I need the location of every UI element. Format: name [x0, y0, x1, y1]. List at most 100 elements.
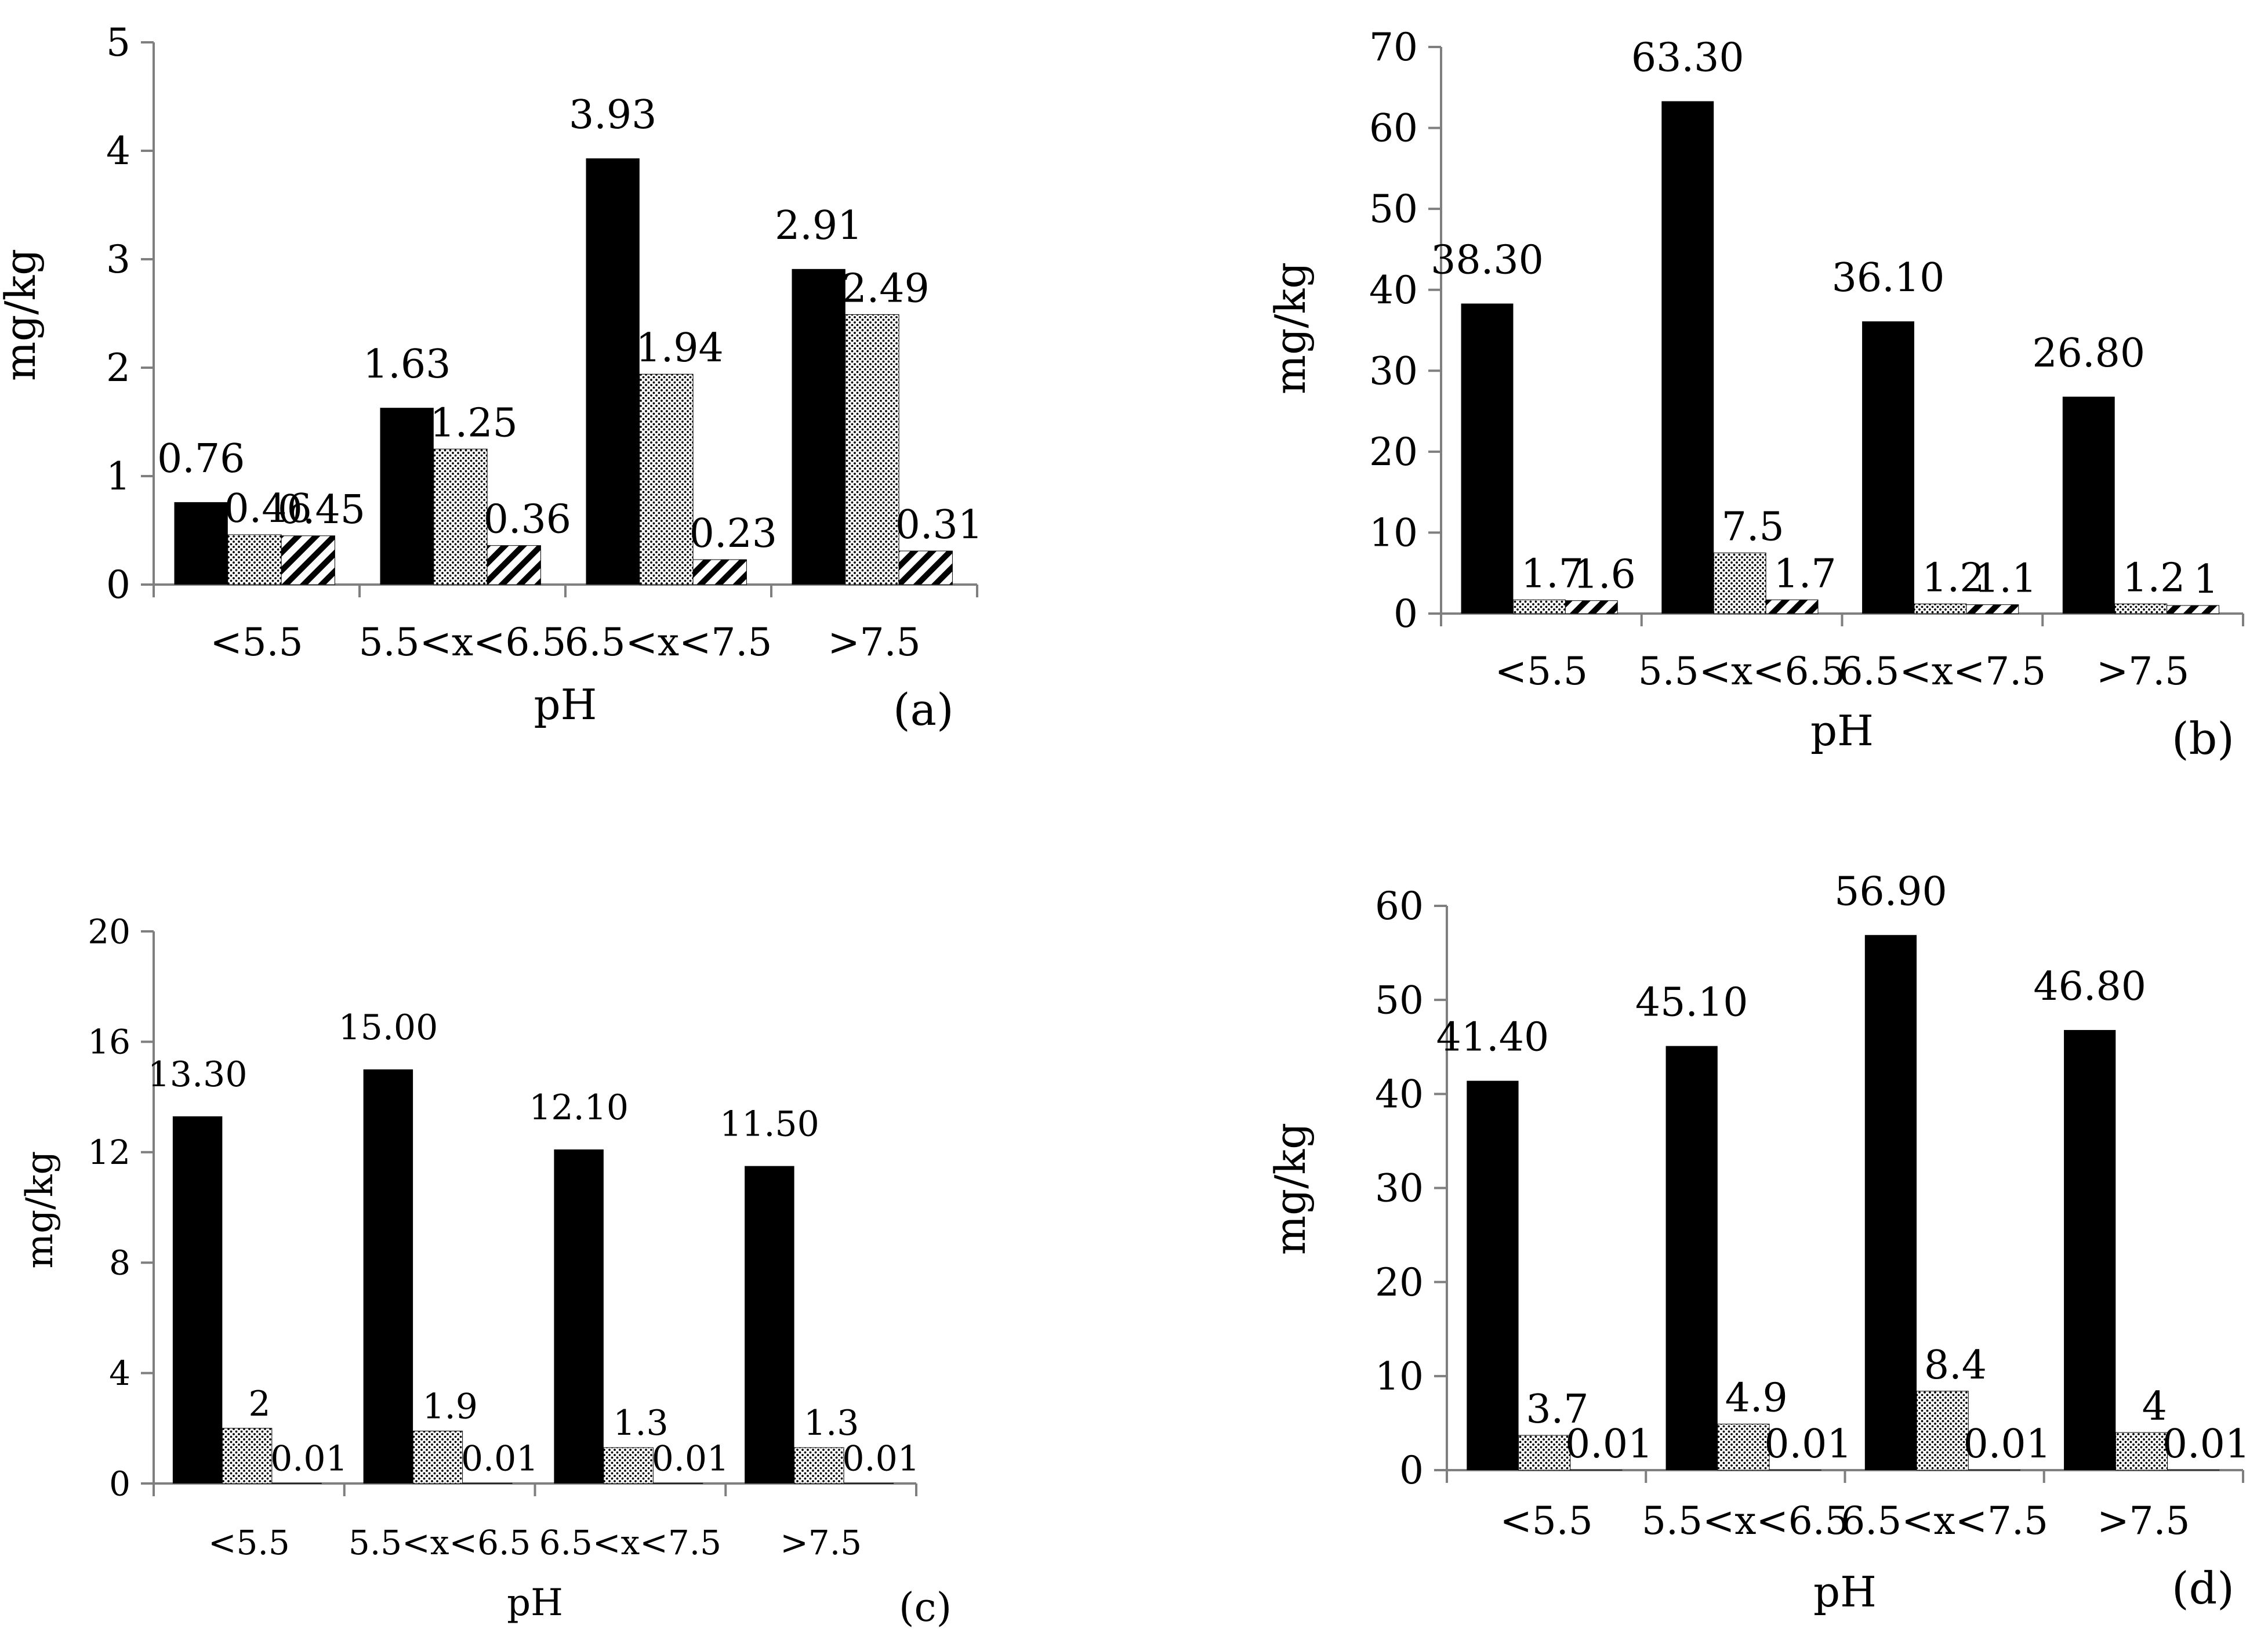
bar-dots-1 — [222, 1428, 273, 1484]
data-label: 0.23 — [690, 511, 777, 557]
bar-solid-1 — [174, 502, 228, 585]
y-tick-label: 20 — [1369, 430, 1418, 474]
bar-diagonal-stripes-4 — [898, 550, 953, 585]
x-axis-title: pH — [534, 680, 597, 729]
bar-dots-1 — [227, 534, 282, 585]
y-tick-label: 10 — [1375, 1354, 1424, 1399]
y-tick-label: 10 — [1369, 511, 1418, 556]
x-category-label: >7.5 — [828, 620, 920, 665]
y-tick-label: 40 — [1375, 1072, 1424, 1116]
x-category-label: 6.5<x<7.5 — [1841, 1499, 2048, 1543]
data-label: 63.30 — [1631, 35, 1744, 81]
data-label: 0.01 — [2162, 1421, 2250, 1467]
y-tick-label: 2 — [106, 346, 130, 390]
data-label: 2.91 — [775, 203, 862, 249]
bar-solid-1 — [1467, 1080, 1519, 1470]
x-category-label: 5.5<x<6.5 — [359, 620, 567, 665]
x-category-label: 6.5<x<7.5 — [1839, 649, 2046, 694]
bar-solid-1 — [1461, 303, 1514, 614]
x-category-label: 5.5<x<6.5 — [349, 1523, 531, 1562]
y-axis-title: mg/kg — [19, 1151, 61, 1269]
data-label: 26.80 — [2032, 331, 2145, 376]
data-label: 7.5 — [1722, 504, 1784, 550]
bar-solid-4 — [2064, 1030, 2116, 1470]
bar-solid-3 — [1864, 935, 1917, 1470]
data-label: 46.80 — [2033, 964, 2146, 1010]
bar-solid-4 — [745, 1166, 794, 1483]
y-tick-label: 0 — [1399, 1448, 1424, 1493]
y-tick-label: 5 — [106, 20, 130, 65]
bar-dots-3 — [639, 373, 694, 585]
data-label: 45.10 — [1635, 980, 1748, 1026]
data-label: 38.30 — [1431, 237, 1544, 283]
bar-dots-2 — [1717, 1424, 1770, 1471]
data-label: 0.01 — [1964, 1421, 2051, 1467]
data-label: 0.31 — [895, 502, 983, 548]
bar-dots-1 — [1512, 599, 1566, 614]
data-label: 1.25 — [430, 400, 517, 446]
x-axis-title: pH — [1810, 706, 1874, 755]
y-tick-label: 16 — [88, 1022, 130, 1062]
bar-dots-2 — [1713, 552, 1766, 614]
y-tick-label: 4 — [106, 129, 130, 173]
x-category-label: 5.5<x<6.5 — [1638, 649, 1846, 694]
data-label: 0.01 — [1565, 1421, 1653, 1467]
y-axis-title: mg/kg — [1266, 1123, 1315, 1255]
data-label: 1 — [2193, 557, 2218, 603]
x-category-label: <5.5 — [1495, 649, 1588, 694]
panel-label: (d) — [2172, 1562, 2234, 1614]
data-label: 0.01 — [270, 1439, 348, 1479]
y-tick-label: 8 — [109, 1243, 130, 1283]
data-label: 1.7 — [1773, 551, 1836, 597]
bar-solid-3 — [554, 1149, 604, 1483]
x-category-label: <5.5 — [208, 1523, 290, 1562]
data-label: 12.10 — [529, 1087, 629, 1128]
y-tick-label: 0 — [106, 563, 130, 607]
data-label: 0.01 — [842, 1439, 920, 1479]
data-label: 3.7 — [1526, 1387, 1588, 1432]
data-label: 1.2 — [2122, 555, 2185, 601]
bar-diagonal-stripes-1 — [1565, 600, 1618, 614]
bar-dots-1 — [1518, 1435, 1571, 1471]
data-label: 1.7 — [1521, 551, 1584, 597]
y-tick-label: 0 — [109, 1464, 130, 1503]
y-tick-label: 60 — [1375, 884, 1424, 928]
bar-diagonal-stripes-2 — [487, 545, 541, 585]
chart-panel-a: 0 1 2 3 4 5 0.76 1.63 3.93 2.91 0.46 1.25 1.94 2.49 0.… — [0, 20, 983, 735]
y-tick-label: 30 — [1369, 349, 1418, 393]
bar-diagonal-stripes-4 — [2167, 605, 2220, 614]
bar-diagonal-stripes-2 — [1765, 599, 1819, 614]
bar-diagonal-stripes-3 — [692, 559, 747, 585]
data-label: 56.90 — [1834, 869, 1947, 915]
data-label: 2 — [248, 1384, 270, 1424]
data-label: 0.45 — [278, 487, 365, 533]
data-label: 1.3 — [613, 1403, 668, 1443]
bar-dots-4 — [2114, 603, 2168, 614]
x-axis-title: pH — [507, 1581, 563, 1624]
data-label: 4 — [2142, 1384, 2167, 1430]
data-label: 1.3 — [804, 1403, 859, 1443]
x-category-label: <5.5 — [1500, 1499, 1592, 1543]
data-label: 36.10 — [1832, 255, 1945, 301]
x-category-label: 6.5<x<7.5 — [539, 1523, 721, 1562]
y-tick-label: 60 — [1369, 106, 1418, 151]
x-category-label: >7.5 — [2097, 1499, 2190, 1543]
y-tick-label: 50 — [1375, 978, 1424, 1022]
bar-dots-4 — [2115, 1432, 2168, 1471]
bar-dots-4 — [794, 1447, 844, 1484]
y-tick-label: 4 — [109, 1354, 130, 1393]
bar-solid-2 — [380, 408, 434, 585]
panel-label: (c) — [899, 1585, 952, 1631]
y-tick-label: 30 — [1375, 1166, 1424, 1211]
data-label: 1.94 — [636, 325, 723, 371]
bar-diagonal-stripes-1 — [281, 535, 335, 585]
y-tick-label: 20 — [1375, 1260, 1424, 1305]
bar-solid-4 — [792, 269, 845, 585]
data-label: 0.76 — [157, 436, 245, 482]
data-label: 8.4 — [1924, 1343, 1987, 1388]
y-tick-label: 1 — [106, 454, 130, 499]
data-label: 0.46 — [224, 486, 311, 532]
data-label: 4.9 — [1725, 1376, 1788, 1421]
